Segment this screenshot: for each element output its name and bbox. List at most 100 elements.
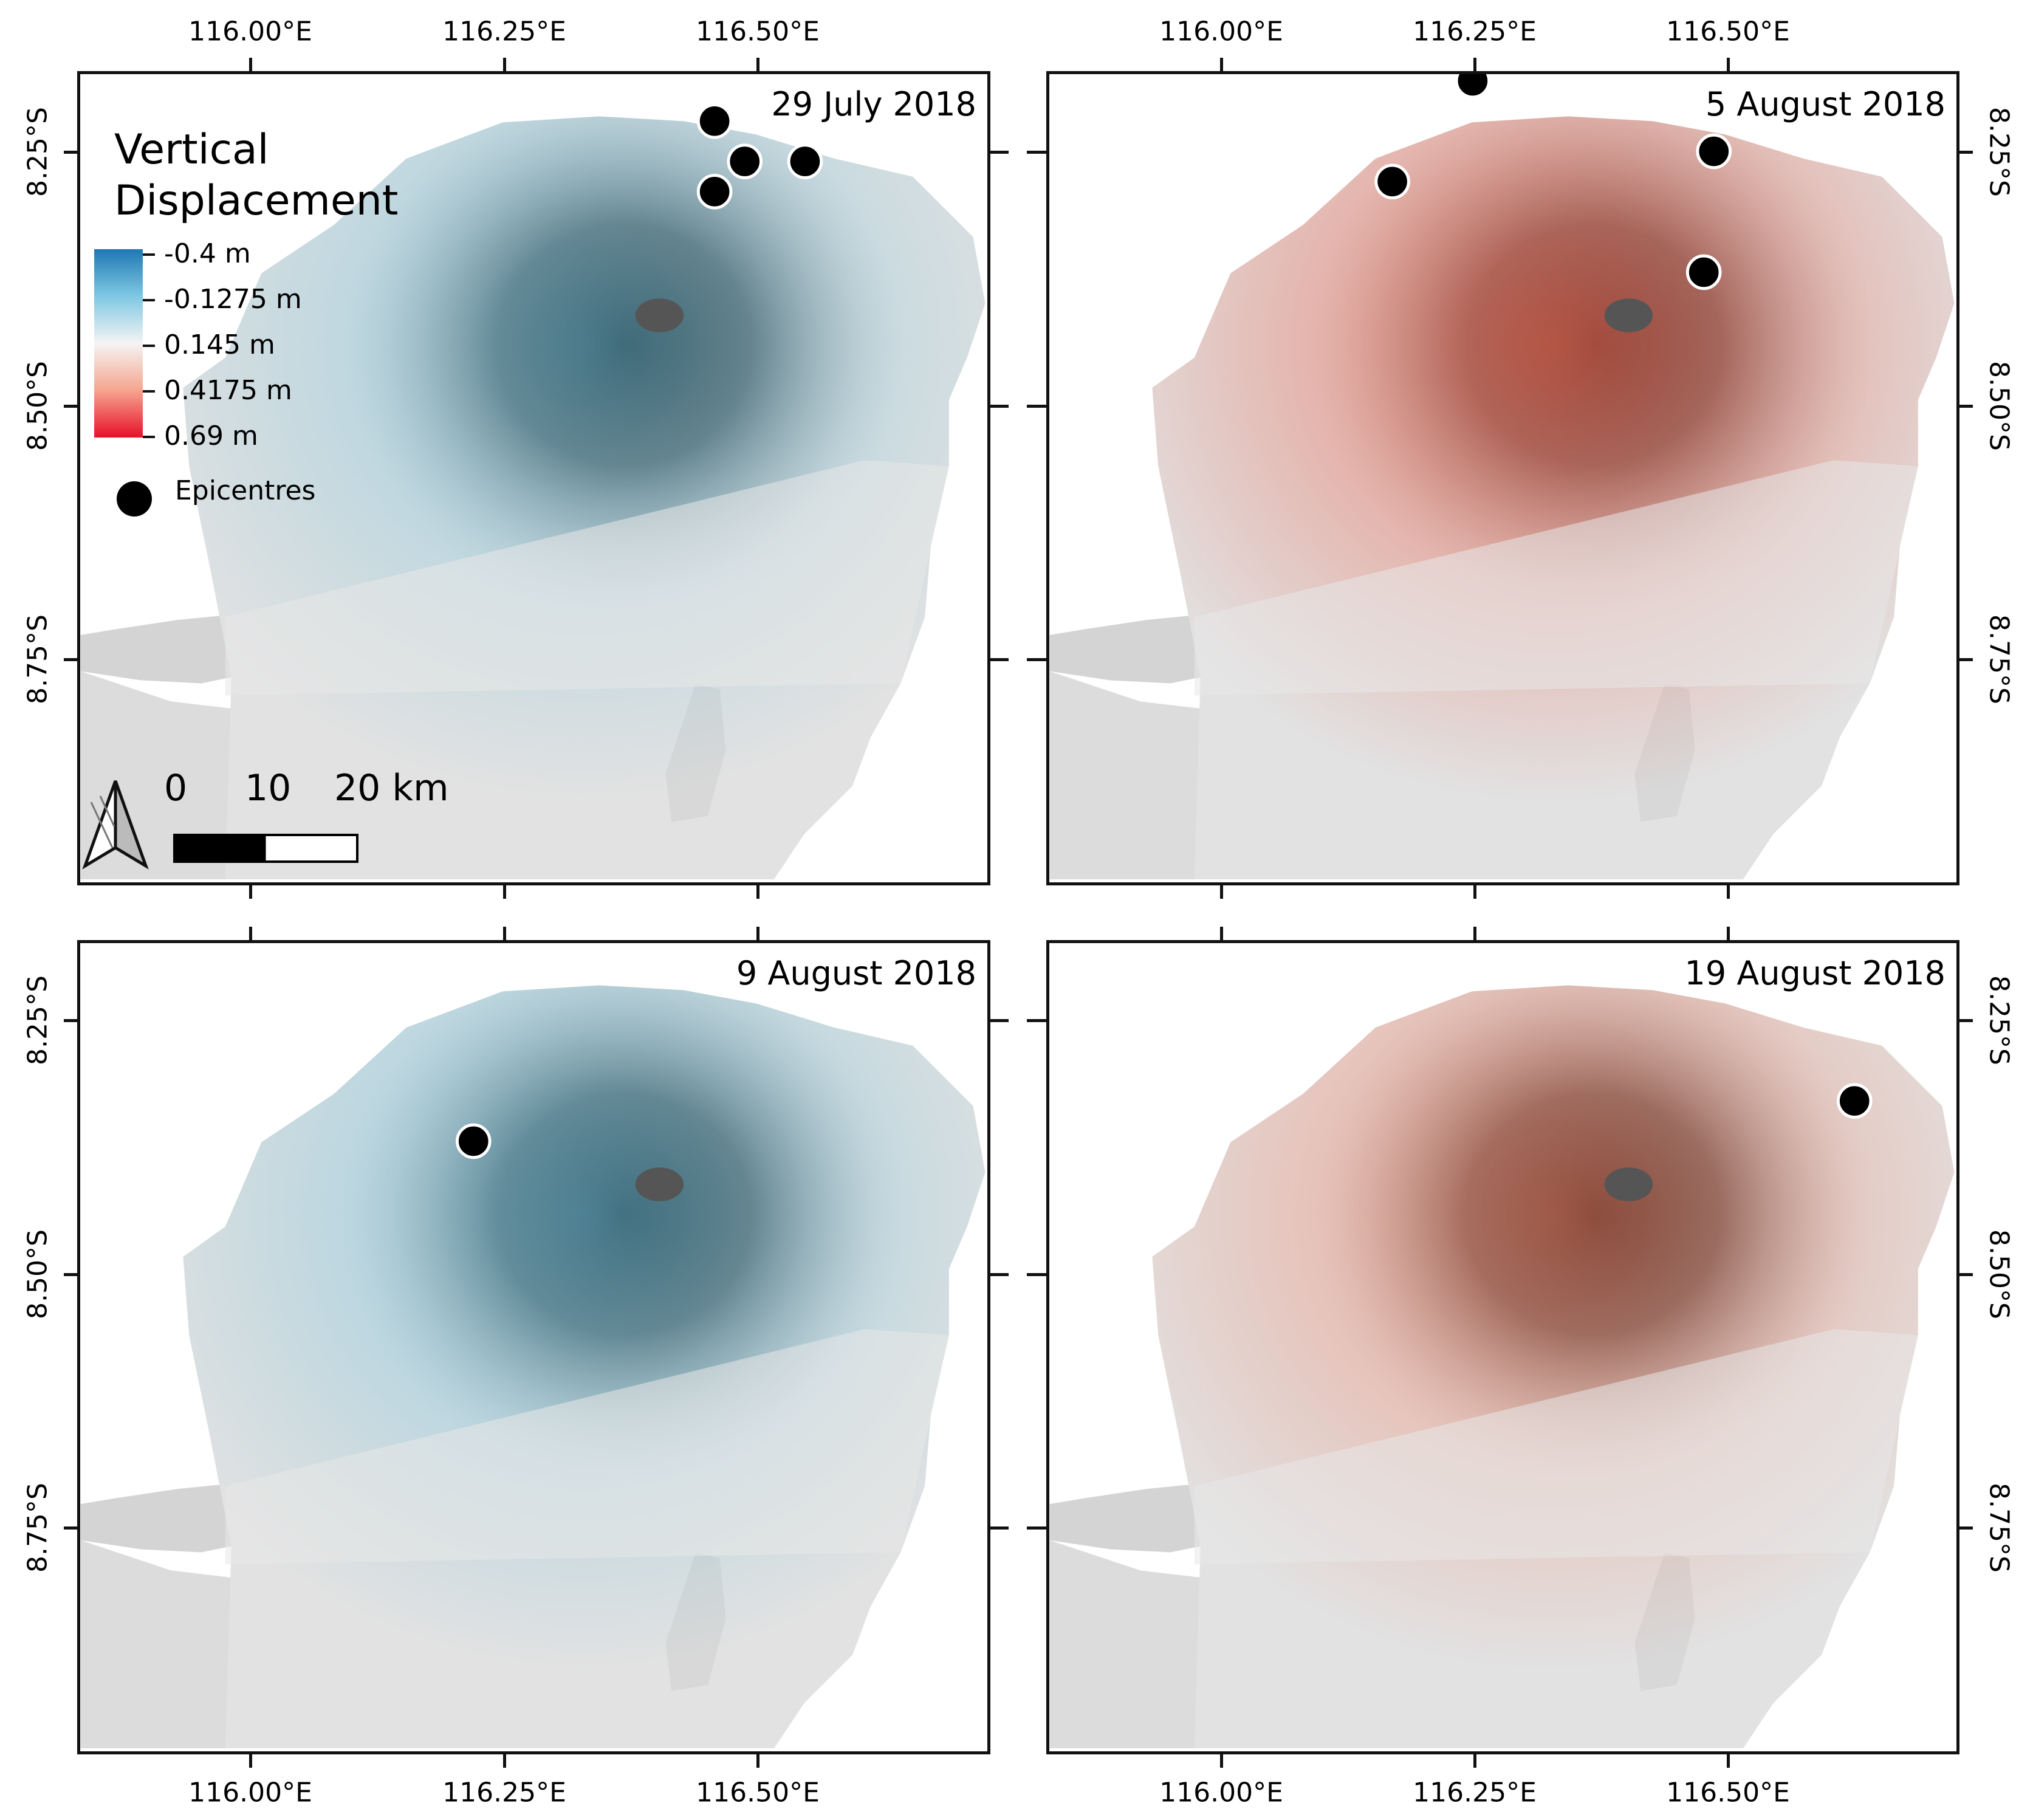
y-tick-label-right: 8.25°S <box>1983 107 2015 197</box>
axis-tick <box>503 927 506 940</box>
axis-tick <box>1959 658 1973 661</box>
legend-title-line1: Vertical <box>114 126 269 174</box>
epicentre-legend-icon <box>117 481 152 517</box>
axis-tick <box>990 1019 1009 1022</box>
y-tick-label-left: 8.75°S <box>22 1483 53 1573</box>
axis-tick <box>1027 1273 1046 1276</box>
panel-date: 29 July 2018 <box>771 85 976 123</box>
axis-tick <box>1473 58 1476 71</box>
axis-tick <box>990 405 1009 408</box>
x-tick-label-top: 116.00°E <box>188 16 312 47</box>
map-panel-2: 5 August 2018 <box>1046 71 1959 885</box>
x-tick-label-top: 116.50°E <box>696 16 820 47</box>
displacement-map <box>1049 985 1955 1749</box>
map-panel-4: 19 August 2018 <box>1046 940 1959 1754</box>
axis-tick <box>249 885 252 899</box>
colorbar-label: 0.145 m <box>164 329 275 360</box>
axis-tick <box>143 299 155 301</box>
x-tick-label-bottom: 116.50°E <box>696 1777 820 1808</box>
axis-tick <box>1220 1754 1223 1768</box>
epicentre-marker <box>455 1123 492 1159</box>
y-tick-label-left: 8.75°S <box>22 614 53 704</box>
x-tick-label-bottom: 116.25°E <box>442 1777 566 1808</box>
axis-tick <box>1959 151 1973 154</box>
crater-lake <box>1604 1167 1653 1201</box>
axis-tick <box>1959 1019 1973 1022</box>
legend-title-line2: Displacement <box>114 177 399 225</box>
axis-tick <box>249 58 252 71</box>
crater-lake <box>1604 298 1653 332</box>
axis-tick <box>503 1754 506 1768</box>
axis-tick <box>64 658 77 661</box>
epicentre-marker <box>1455 74 1491 99</box>
panel-date: 9 August 2018 <box>736 954 976 992</box>
axis-tick <box>503 885 506 899</box>
crater-lake <box>635 298 684 332</box>
axis-tick <box>249 927 252 940</box>
epicentre-marker <box>727 143 763 179</box>
axis-tick <box>1959 1526 1973 1530</box>
crater-lake <box>635 1167 684 1201</box>
axis-tick <box>990 151 1009 154</box>
axis-tick <box>1959 1273 1973 1276</box>
x-tick-label-bottom: 116.00°E <box>188 1777 312 1808</box>
axis-tick <box>1220 927 1223 940</box>
x-tick-label-bottom: 116.25°E <box>1413 1777 1537 1808</box>
epicentre-marker <box>696 174 733 210</box>
epicentre-marker <box>1696 133 1732 170</box>
colorbar <box>94 249 143 438</box>
axis-tick <box>990 658 1009 661</box>
colorbar-label: 0.4175 m <box>164 375 292 406</box>
x-tick-label-bottom: 116.50°E <box>1666 1777 1790 1808</box>
axis-tick <box>1473 885 1476 899</box>
swath-edge <box>1194 460 1918 696</box>
axis-tick <box>756 58 759 71</box>
axis-tick <box>990 1273 1009 1276</box>
axis-tick <box>143 436 155 438</box>
axis-tick <box>1027 1526 1046 1530</box>
axis-tick <box>1220 885 1223 899</box>
axis-tick <box>1027 151 1046 154</box>
y-tick-label-left: 8.50°S <box>22 361 53 451</box>
epicentre-legend-label: Epicentres <box>175 475 316 506</box>
y-tick-label-right: 8.75°S <box>1983 614 2015 704</box>
swath-edge <box>1194 1329 1918 1565</box>
axis-tick <box>1027 405 1046 408</box>
y-tick-label-right: 8.75°S <box>1983 1483 2015 1573</box>
y-tick-label-right: 8.50°S <box>1983 361 2015 451</box>
y-tick-label-left: 8.25°S <box>22 107 53 197</box>
y-tick-label-left: 8.50°S <box>22 1229 53 1319</box>
axis-tick <box>143 253 155 256</box>
axis-tick <box>143 390 155 393</box>
axis-tick <box>1220 58 1223 71</box>
axis-tick <box>1727 1754 1730 1768</box>
axis-tick <box>503 58 506 71</box>
swath-edge <box>225 1329 949 1565</box>
axis-tick <box>1027 1019 1046 1022</box>
epicentre-marker <box>787 143 823 179</box>
x-tick-label-top: 116.25°E <box>442 16 566 47</box>
axis-tick <box>64 151 77 154</box>
axis-tick <box>1727 58 1730 71</box>
x-tick-label-top: 116.50°E <box>1666 16 1790 47</box>
colorbar-label: -0.4 m <box>164 238 251 269</box>
axis-tick <box>64 1019 77 1022</box>
x-tick-label-top: 116.25°E <box>1413 16 1537 47</box>
scale-bar-label: 10 <box>245 767 292 809</box>
axis-tick <box>143 345 155 347</box>
axis-tick <box>1473 1754 1476 1768</box>
axis-tick <box>64 1273 77 1276</box>
displacement-map <box>80 103 986 880</box>
map-panel-1: 29 July 2018 <box>77 71 990 885</box>
panel-date: 5 August 2018 <box>1705 85 1946 123</box>
axis-tick <box>756 1754 759 1768</box>
axis-tick <box>64 405 77 408</box>
axis-tick <box>1473 927 1476 940</box>
y-tick-label-left: 8.25°S <box>22 975 53 1065</box>
displacement-map <box>80 985 986 1749</box>
displacement-map <box>1049 74 1955 880</box>
epicentre-marker <box>1836 1083 1873 1119</box>
epicentre-marker <box>1685 254 1722 290</box>
axis-tick <box>1727 885 1730 899</box>
swath-edge <box>225 460 949 696</box>
